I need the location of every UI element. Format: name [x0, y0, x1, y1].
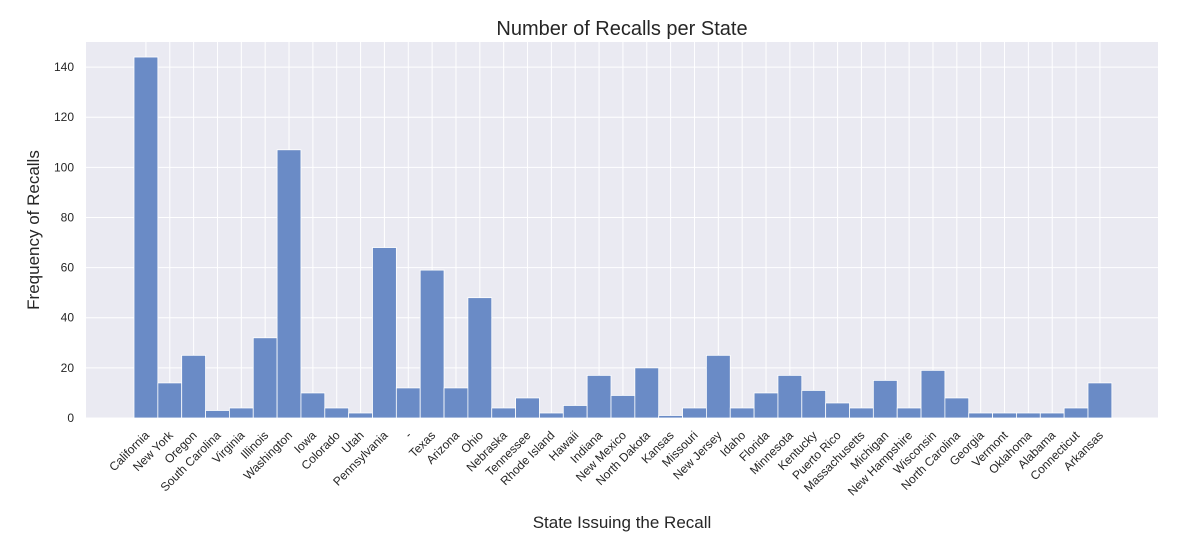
bar-california: [133, 56, 159, 419]
bar-texas: [419, 269, 445, 419]
y-tick-label: 80: [61, 210, 75, 224]
bar-new-mexico: [610, 395, 636, 419]
bar-: [395, 387, 421, 419]
y-axis-title: Frequency of Recalls: [24, 150, 43, 310]
bar-oregon: [181, 354, 206, 419]
y-tick-label: 100: [54, 160, 74, 174]
bar-indiana: [586, 374, 612, 419]
bar-colorado: [324, 407, 350, 419]
bar-hawaii: [562, 405, 588, 419]
bar-utah: [348, 412, 373, 419]
bar-north-dakota: [634, 367, 660, 419]
bars: [133, 56, 1113, 419]
y-tick-label: 140: [54, 60, 74, 74]
bar-pennsylvania: [372, 247, 397, 419]
bar-alabama: [1039, 412, 1065, 419]
bar-ohio: [467, 297, 493, 419]
bar-georgia: [968, 412, 994, 419]
bar-illinois: [252, 337, 278, 419]
y-tick-label: 60: [61, 261, 75, 275]
y-tick-label: 120: [54, 110, 74, 124]
bar-wisconsin: [920, 369, 946, 419]
y-tick-labels: 0 20 40 60 80 100 120 140: [54, 60, 74, 425]
bar-virginia: [228, 407, 254, 419]
y-tick-label: 20: [61, 361, 75, 375]
bar-kansas: [658, 415, 683, 419]
chart-title: Number of Recalls per State: [496, 18, 747, 40]
bar-new-jersey: [706, 354, 731, 419]
bar-minnesota: [777, 374, 803, 419]
bar-washington: [276, 149, 302, 419]
bar-massachusetts: [849, 407, 874, 419]
y-tick-label: 40: [61, 311, 75, 325]
bar-new-hampshire: [896, 407, 922, 419]
bar-tennessee: [515, 397, 540, 419]
bar-florida: [753, 392, 779, 419]
y-tick-label: 0: [67, 411, 74, 425]
bar-rhode-island: [539, 412, 564, 419]
bar-south-carolina: [205, 410, 230, 419]
bar-north-carolina: [944, 397, 970, 419]
bar-iowa: [300, 392, 326, 419]
x-axis-title: State Issuing the Recall: [533, 513, 712, 532]
bar-connecticut: [1063, 407, 1089, 419]
bar-idaho: [729, 407, 755, 419]
bar-arkansas: [1087, 382, 1113, 419]
bar-puerto-rico: [825, 402, 850, 419]
bar-new-york: [157, 382, 183, 419]
bar-kentucky: [801, 390, 827, 419]
bar-nebraska: [491, 407, 517, 419]
x-tick-label: -: [402, 428, 415, 441]
bar-missouri: [682, 407, 707, 419]
bar-michigan: [872, 379, 898, 419]
plot-area: [86, 42, 1158, 418]
bar-oklahoma: [1016, 412, 1041, 419]
bar-vermont: [992, 412, 1017, 419]
bar-arizona: [443, 387, 469, 419]
